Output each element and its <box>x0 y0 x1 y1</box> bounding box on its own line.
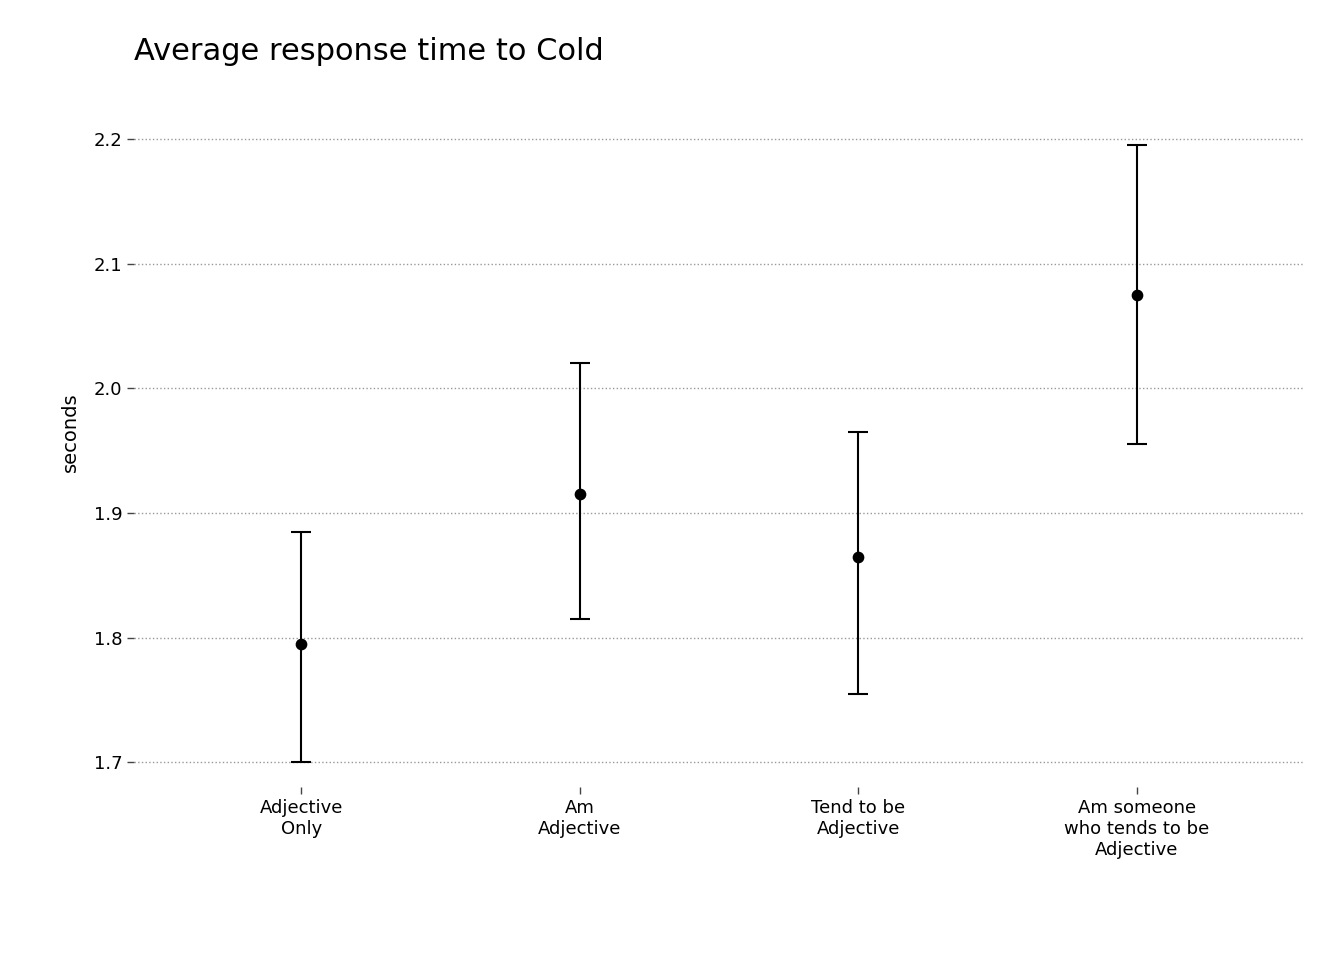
Point <box>848 549 870 564</box>
Text: Average response time to Cold: Average response time to Cold <box>134 37 605 66</box>
Point <box>569 487 590 502</box>
Point <box>290 636 312 652</box>
Y-axis label: seconds: seconds <box>60 393 79 471</box>
Point <box>1126 287 1148 302</box>
